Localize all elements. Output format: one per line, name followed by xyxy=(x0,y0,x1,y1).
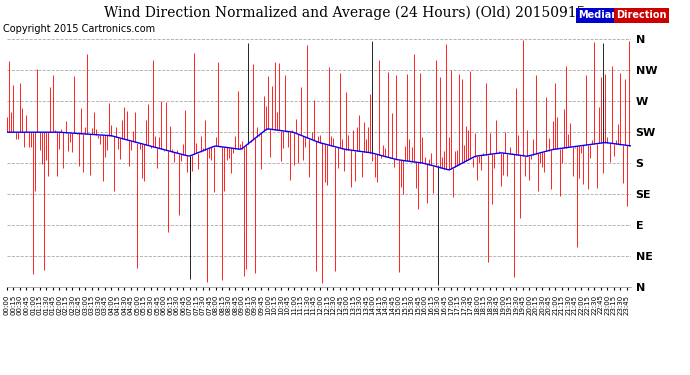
Text: Median: Median xyxy=(578,10,618,21)
Text: Direction: Direction xyxy=(616,10,667,21)
Text: Copyright 2015 Cartronics.com: Copyright 2015 Cartronics.com xyxy=(3,24,155,34)
Text: Wind Direction Normalized and Average (24 Hours) (Old) 20150915: Wind Direction Normalized and Average (2… xyxy=(104,6,586,20)
